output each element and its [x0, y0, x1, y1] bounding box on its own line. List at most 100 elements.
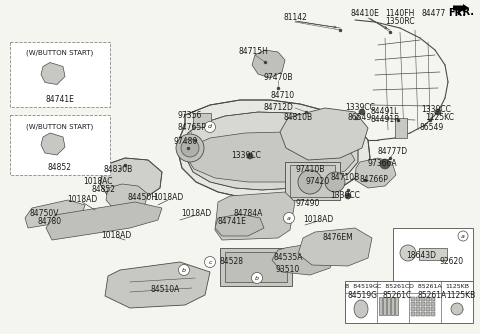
Polygon shape	[215, 214, 264, 236]
FancyArrow shape	[453, 4, 469, 12]
Polygon shape	[178, 100, 370, 200]
Polygon shape	[106, 184, 148, 210]
Text: 84477: 84477	[422, 9, 446, 18]
Text: 97410B: 97410B	[295, 166, 324, 174]
Circle shape	[247, 153, 253, 159]
Text: 1339CC: 1339CC	[330, 190, 360, 199]
Bar	[431, 307, 435, 311]
Text: D  85261A: D 85261A	[408, 285, 441, 290]
Text: 1140FH: 1140FH	[385, 9, 415, 18]
Bar	[421, 307, 425, 311]
Text: 97356: 97356	[178, 111, 202, 120]
Bar	[285, 162, 340, 200]
Text: 1125KB: 1125KB	[446, 291, 476, 300]
Text: 84741E: 84741E	[46, 95, 74, 104]
Text: B  84519G: B 84519G	[345, 285, 377, 290]
Text: 84766P: 84766P	[360, 174, 388, 183]
Text: 84810B: 84810B	[283, 114, 312, 123]
Bar	[416, 307, 420, 311]
Text: 86549: 86549	[420, 123, 444, 132]
Bar	[421, 312, 425, 316]
Circle shape	[179, 265, 190, 276]
Bar	[421, 302, 425, 306]
Bar	[416, 312, 420, 316]
Circle shape	[298, 170, 322, 194]
Text: 81142: 81142	[283, 13, 307, 22]
Circle shape	[458, 231, 468, 241]
Text: 97366A: 97366A	[367, 159, 397, 167]
Circle shape	[204, 257, 216, 268]
Text: 84528: 84528	[220, 257, 244, 266]
Text: 85261A: 85261A	[418, 291, 446, 300]
Text: 1125KC: 1125KC	[425, 114, 455, 123]
Text: 85261C: 85261C	[383, 291, 412, 300]
Text: (W/BUTTON START): (W/BUTTON START)	[26, 50, 94, 56]
Circle shape	[284, 212, 295, 223]
Circle shape	[252, 273, 263, 284]
Polygon shape	[187, 132, 355, 182]
Polygon shape	[215, 192, 295, 240]
Polygon shape	[252, 50, 285, 78]
Text: 1018AD: 1018AD	[181, 208, 211, 217]
Text: 1350RC: 1350RC	[385, 17, 415, 26]
Ellipse shape	[354, 300, 368, 318]
Text: 97420: 97420	[306, 177, 330, 186]
Polygon shape	[280, 108, 368, 160]
Bar	[426, 312, 430, 316]
Polygon shape	[25, 200, 85, 228]
Bar	[411, 297, 415, 301]
Bar	[193, 113, 211, 127]
Text: 84519G: 84519G	[347, 291, 377, 300]
Circle shape	[400, 245, 416, 261]
Text: 84710: 84710	[271, 92, 295, 101]
Bar	[411, 302, 415, 306]
Circle shape	[359, 109, 365, 115]
Text: 84712D: 84712D	[263, 104, 293, 113]
Bar	[220, 248, 292, 286]
Polygon shape	[41, 133, 65, 155]
Bar	[387, 297, 390, 315]
Bar	[393, 228, 473, 293]
Circle shape	[204, 122, 216, 133]
Text: 84830B: 84830B	[103, 166, 132, 174]
Circle shape	[451, 303, 463, 315]
Text: FR.: FR.	[448, 8, 466, 18]
Text: 86549: 86549	[348, 113, 372, 122]
Bar	[416, 297, 420, 301]
Bar	[426, 302, 430, 306]
Text: 84450H: 84450H	[127, 193, 157, 202]
Polygon shape	[46, 202, 162, 240]
Bar	[416, 302, 420, 306]
Polygon shape	[185, 112, 358, 190]
Text: 1125KB: 1125KB	[445, 285, 469, 290]
Text: 84777D: 84777D	[378, 147, 408, 156]
Text: d: d	[208, 125, 212, 130]
Text: 97470B: 97470B	[263, 73, 293, 82]
Text: 84715H: 84715H	[238, 47, 268, 56]
Text: 84750V: 84750V	[29, 208, 59, 217]
Text: 84852: 84852	[92, 185, 116, 194]
Bar	[10, 115, 110, 175]
Text: (W/BUTTON START): (W/BUTTON START)	[26, 123, 94, 130]
Text: 1339CC: 1339CC	[345, 104, 375, 113]
Circle shape	[176, 134, 204, 162]
Text: 84710B: 84710B	[330, 172, 360, 181]
Polygon shape	[272, 242, 336, 275]
Circle shape	[435, 109, 441, 115]
Bar	[379, 297, 382, 315]
Bar	[10, 42, 110, 107]
Bar	[411, 307, 415, 311]
Text: 1339CC: 1339CC	[231, 152, 261, 161]
Text: 1018AD: 1018AD	[153, 193, 183, 202]
Bar	[383, 297, 386, 315]
Polygon shape	[355, 158, 396, 188]
Polygon shape	[298, 228, 372, 266]
Polygon shape	[100, 158, 162, 200]
Bar	[395, 297, 398, 315]
Text: 84780: 84780	[38, 217, 62, 226]
Circle shape	[345, 193, 351, 199]
Polygon shape	[41, 62, 65, 85]
Text: 1018AD: 1018AD	[67, 195, 97, 204]
Bar	[431, 297, 435, 301]
Text: 84741E: 84741E	[217, 217, 246, 226]
